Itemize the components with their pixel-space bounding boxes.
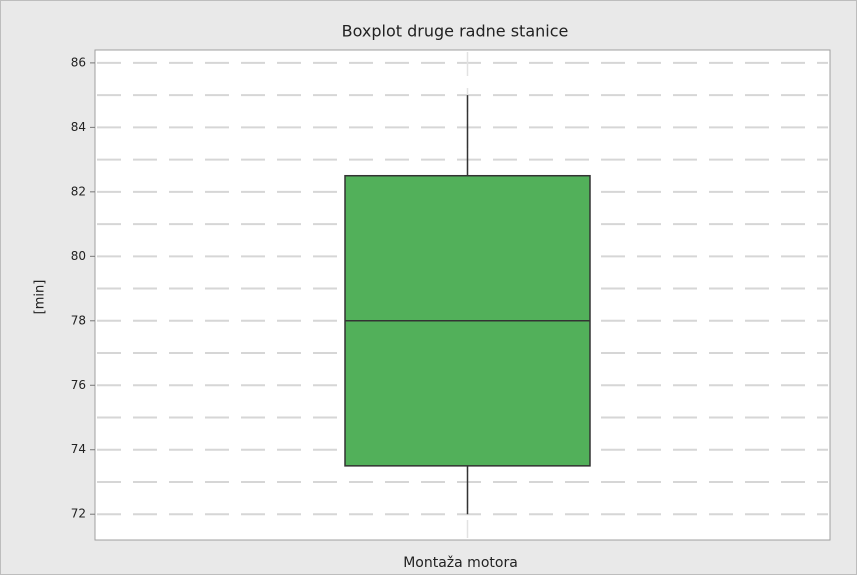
- chart-title: Boxplot druge radne stanice: [342, 22, 569, 41]
- x-tick-label: Montaža motora: [403, 555, 518, 571]
- y-tick-label: 86: [71, 55, 86, 69]
- y-tick-label: 84: [71, 120, 86, 134]
- y-tick-label: 72: [71, 507, 86, 521]
- y-tick-label: 74: [71, 442, 86, 456]
- y-tick-label: 76: [71, 378, 86, 392]
- y-axis-label: [min]: [33, 280, 48, 315]
- y-tick-label: 80: [71, 249, 86, 263]
- y-tick-label: 82: [71, 184, 86, 198]
- y-tick-label: 78: [71, 313, 86, 327]
